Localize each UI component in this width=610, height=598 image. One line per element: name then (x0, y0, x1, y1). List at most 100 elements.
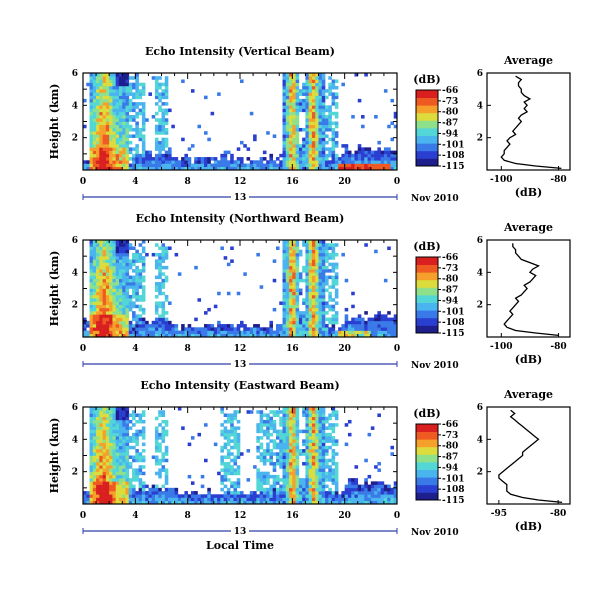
heatmap-cell (112, 468, 117, 472)
heatmap-cell (318, 243, 323, 247)
heatmap-cell (151, 320, 156, 325)
heatmap-cell (318, 262, 323, 267)
heatmap-cell (122, 79, 126, 83)
heatmap-cell (390, 98, 395, 103)
heatmap-cell (89, 144, 94, 148)
heatmap-cell (318, 458, 323, 463)
heatmap-cell (305, 278, 309, 283)
heatmap-cell (154, 144, 159, 148)
heatmap-cell (253, 491, 257, 495)
heatmap-cell (99, 327, 103, 331)
x-tick-label: 0 (80, 511, 86, 521)
heatmap-cell (289, 166, 293, 171)
heatmap-cell (341, 500, 345, 505)
heatmap-cell (115, 330, 120, 335)
heatmap-cell (305, 452, 309, 456)
heatmap-cell (295, 330, 300, 335)
heatmap-cell (122, 487, 126, 492)
heatmap-cell (361, 497, 365, 502)
heatmap-cell (213, 333, 218, 338)
heatmap-cell (96, 497, 100, 502)
heatmap-cell (210, 157, 215, 161)
colorbar-swatch (416, 125, 438, 128)
heatmap-cell (105, 256, 110, 260)
heatmap-cell (325, 426, 329, 430)
heatmap-cell (321, 465, 326, 469)
heatmap-cell (282, 76, 287, 80)
heatmap-cell (230, 491, 234, 495)
heatmap-cell (374, 115, 378, 119)
heatmap-cell (285, 465, 290, 469)
heatmap-cell (298, 102, 303, 106)
heatmap-cell (387, 494, 391, 498)
heatmap-cell (135, 285, 139, 289)
heatmap-cell (289, 243, 293, 247)
heatmap-cell (230, 500, 234, 505)
heatmap-cell (318, 327, 323, 331)
heatmap-cell (256, 439, 260, 443)
heatmap-cell (135, 259, 139, 263)
date-label: Nov 2010 (411, 528, 459, 538)
heatmap-cell (128, 163, 133, 168)
heatmap-cell (308, 500, 313, 505)
heatmap-cell (361, 160, 365, 164)
heatmap-cell (154, 127, 159, 132)
heatmap-cell (256, 333, 260, 338)
heatmap-cell (112, 449, 117, 453)
heatmap-cell (125, 269, 130, 273)
heatmap-cell (122, 240, 126, 244)
heatmap-cell (125, 423, 130, 427)
heatmap-cell (305, 410, 309, 414)
heatmap-cell (99, 166, 103, 171)
heatmap-cell (305, 481, 309, 485)
heatmap-cell (253, 494, 257, 498)
heatmap-cell (253, 160, 257, 164)
heatmap-cell (285, 291, 290, 296)
heatmap-cell (112, 423, 117, 427)
heatmap-cell (132, 330, 136, 335)
heatmap-cell (112, 105, 117, 109)
heatmap-cell (308, 275, 313, 280)
heatmap-cell (204, 160, 208, 164)
heatmap-cell (315, 111, 319, 116)
heatmap-cell (308, 278, 313, 283)
heatmap-cell (161, 429, 166, 434)
heatmap-cell (361, 157, 365, 161)
colorbar-swatch (416, 259, 438, 262)
heatmap-cell (331, 449, 336, 453)
heatmap-cell (135, 474, 139, 479)
heatmap-cell (292, 465, 296, 469)
heatmap-cell (135, 471, 139, 476)
heatmap-cell (311, 320, 316, 325)
heatmap-cell (236, 442, 241, 447)
heatmap-cell (161, 327, 166, 331)
heatmap-cell (344, 153, 349, 158)
heatmap-cell (331, 150, 336, 155)
heatmap-cell (92, 275, 97, 280)
heatmap-cell (302, 491, 306, 495)
heatmap-cell (92, 111, 97, 116)
heatmap-cell (125, 98, 130, 103)
heatmap-cell (328, 124, 332, 129)
heatmap-cell (318, 246, 323, 250)
heatmap-cell (289, 333, 293, 338)
heatmap-cell (331, 147, 336, 151)
heatmap-cell (240, 140, 244, 145)
heatmap-cell (141, 140, 146, 145)
heatmap-cell (92, 442, 97, 447)
heatmap-cell (318, 436, 323, 440)
heatmap-cell (217, 330, 221, 335)
heatmap-cell (89, 413, 94, 417)
heatmap-cell (325, 259, 329, 263)
heatmap-cell (161, 124, 166, 129)
heatmap-cell (266, 163, 270, 168)
heatmap-cell (331, 85, 336, 90)
date-label: Nov 2010 (411, 194, 459, 204)
heatmap-cell (118, 121, 123, 126)
heatmap-cell (168, 147, 172, 151)
heatmap-cell (315, 452, 319, 456)
heatmap-cell (357, 494, 362, 498)
heatmap-cell (377, 147, 381, 151)
heatmap-cell (223, 432, 228, 437)
heatmap-cell (305, 240, 309, 244)
